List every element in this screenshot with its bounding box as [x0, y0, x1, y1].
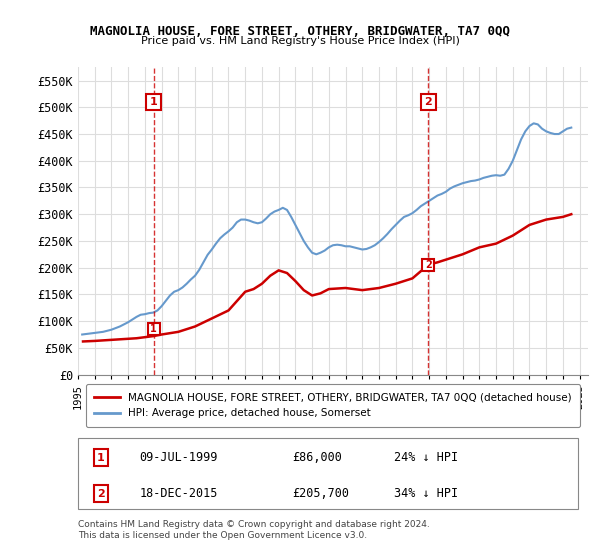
Text: 1: 1	[97, 452, 105, 463]
Text: 1: 1	[150, 324, 157, 334]
Text: MAGNOLIA HOUSE, FORE STREET, OTHERY, BRIDGWATER, TA7 0QQ: MAGNOLIA HOUSE, FORE STREET, OTHERY, BRI…	[90, 25, 510, 38]
Text: 24% ↓ HPI: 24% ↓ HPI	[394, 451, 458, 464]
Text: 34% ↓ HPI: 34% ↓ HPI	[394, 487, 458, 500]
Text: 18-DEC-2015: 18-DEC-2015	[139, 487, 218, 500]
Text: 2: 2	[425, 97, 433, 107]
Text: 2: 2	[97, 489, 105, 499]
Legend: MAGNOLIA HOUSE, FORE STREET, OTHERY, BRIDGWATER, TA7 0QQ (detached house), HPI: : MAGNOLIA HOUSE, FORE STREET, OTHERY, BRI…	[86, 384, 580, 427]
Text: Price paid vs. HM Land Registry's House Price Index (HPI): Price paid vs. HM Land Registry's House …	[140, 36, 460, 46]
Text: £205,700: £205,700	[292, 487, 349, 500]
Text: 09-JUL-1999: 09-JUL-1999	[139, 451, 218, 464]
Text: 2: 2	[425, 260, 432, 269]
Text: Contains HM Land Registry data © Crown copyright and database right 2024.
This d: Contains HM Land Registry data © Crown c…	[78, 520, 430, 539]
Text: £86,000: £86,000	[292, 451, 342, 464]
Text: 1: 1	[150, 97, 157, 107]
